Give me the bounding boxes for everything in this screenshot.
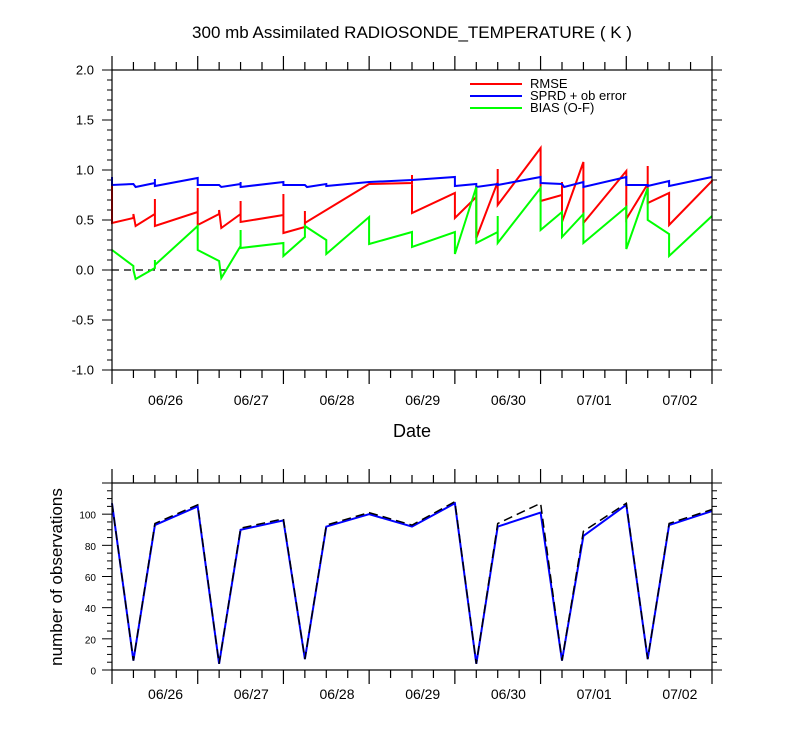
- x-tick-label: 07/02: [662, 686, 697, 702]
- x-tick-label: 06/30: [491, 392, 526, 408]
- y-tick-label: 0: [90, 667, 96, 678]
- x-tick-label: 06/27: [234, 686, 269, 702]
- y-tick-label: 80: [85, 542, 97, 553]
- x-tick-label: 06/27: [234, 392, 269, 408]
- y-tick-label: 2.0: [76, 63, 94, 78]
- plot-frame: [111, 69, 713, 371]
- series-line-total: [111, 500, 713, 664]
- y-tick-label: 0.0: [76, 263, 94, 278]
- y-axis-label-observations: number of observations: [47, 488, 66, 666]
- legend-label: SPRD + ob error: [530, 88, 627, 103]
- x-axis-label: Date: [393, 421, 431, 441]
- x-tick-label: 06/28: [319, 392, 354, 408]
- y-tick-label: 40: [85, 604, 97, 615]
- y-tick-label: 1.0: [76, 163, 94, 178]
- x-tick-label: 07/02: [662, 392, 697, 408]
- x-tick-label: 06/26: [148, 686, 183, 702]
- y-tick-label: 60: [85, 573, 97, 584]
- series-line-rmse: [111, 145, 713, 239]
- x-ticks: [111, 469, 713, 684]
- chart-title: 300 mb Assimilated RADIOSONDE_TEMPERATUR…: [192, 23, 632, 42]
- legend-label: BIAS (O-F): [530, 100, 594, 115]
- x-tick-label: 07/01: [577, 686, 612, 702]
- y-ticks: [102, 69, 722, 371]
- y-tick-label: 100: [79, 511, 96, 522]
- y-tick-label: 0.5: [76, 213, 94, 228]
- y-tick-label: -1.0: [72, 363, 94, 378]
- x-ticks: [111, 56, 713, 384]
- series-line-sprd-ob-error: [111, 175, 713, 189]
- y-ticks: [102, 482, 722, 671]
- y-tick-label: 1.5: [76, 113, 94, 128]
- x-tick-label: 06/30: [491, 686, 526, 702]
- top-chart: 2.0 1.5 1.0 0.5 0.0 -0.5 -1.0 06/26 06/27 06/28 06…: [72, 56, 722, 408]
- x-tick-label: 07/01: [577, 392, 612, 408]
- plot-frame: [111, 482, 713, 671]
- series-line-bias-o-f: [111, 185, 713, 281]
- x-tick-label: 06/29: [405, 686, 440, 702]
- legend-label: RMSE: [530, 76, 568, 91]
- y-tick-label: -0.5: [72, 313, 94, 328]
- y-tick-label: 20: [85, 635, 97, 646]
- x-tick-label: 06/29: [405, 392, 440, 408]
- bottom-chart: 0 20 40 60 80 100 06/26 06/27 06/28 06/29 06/30 07/…: [79, 469, 722, 702]
- x-tick-label: 06/28: [319, 686, 354, 702]
- series-line-assimilated: [111, 501, 713, 664]
- x-tick-label: 06/26: [148, 392, 183, 408]
